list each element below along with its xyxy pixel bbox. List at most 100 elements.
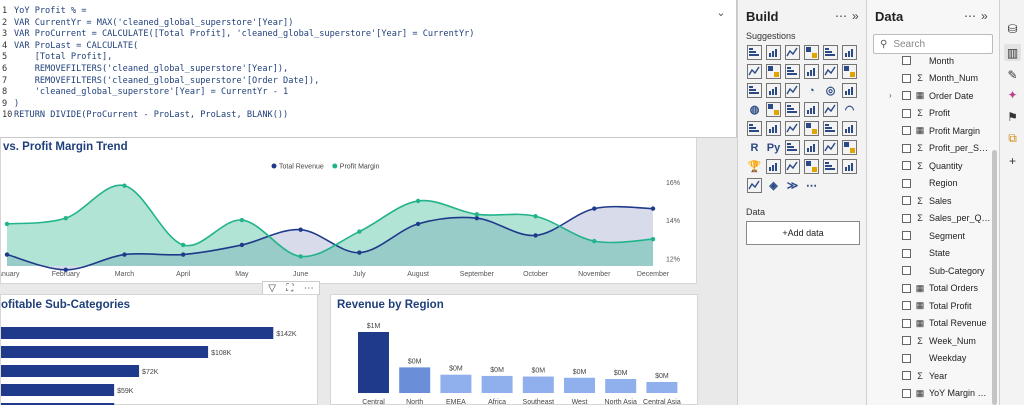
dax-line[interactable]: 4 VAR ProLast = CALCULATE(	[2, 41, 474, 53]
key-influencers-icon[interactable]	[784, 139, 801, 156]
line-column-icon[interactable]	[822, 63, 839, 80]
dax-line[interactable]: 2 VAR CurrentYr = MAX('cleaned_global_sup…	[2, 18, 474, 30]
field-checkbox[interactable]	[902, 126, 911, 136]
trophy-icon[interactable]: 🏆	[747, 161, 762, 173]
donut-icon[interactable]: ◎	[825, 85, 836, 97]
r-visual-icon[interactable]: R	[750, 141, 759, 154]
format-visual-icon[interactable]: ▥	[1004, 44, 1021, 61]
field-item[interactable]: Σ Sales_per_Qua...	[867, 210, 992, 228]
more-options-icon[interactable]: ⋯	[303, 282, 314, 294]
clustered-column-icon[interactable]	[803, 44, 820, 61]
field-checkbox[interactable]	[902, 73, 911, 83]
search-input[interactable]: ⚲ Search	[873, 34, 993, 54]
treemap-icon[interactable]	[841, 82, 858, 99]
field-checkbox[interactable]	[902, 143, 911, 153]
filled-map-icon[interactable]	[765, 101, 782, 118]
field-checkbox[interactable]	[902, 91, 911, 101]
field-item[interactable]: Segment	[867, 227, 992, 245]
power-apps-icon[interactable]	[803, 158, 820, 175]
ribbon-icon[interactable]	[803, 63, 820, 80]
field-checkbox[interactable]	[902, 56, 911, 66]
field-checkbox[interactable]	[902, 371, 911, 381]
field-item[interactable]: › ▦ Order Date	[867, 87, 992, 105]
dax-line[interactable]: 9)	[2, 99, 474, 111]
power-automate-icon[interactable]	[822, 158, 839, 175]
dax-line[interactable]: 10 RETURN DIVIDE(ProCurrent - ProLast, Pr…	[2, 110, 474, 122]
field-item[interactable]: Σ Quantity	[867, 157, 992, 175]
field-checkbox[interactable]	[902, 248, 911, 258]
format-brush-icon[interactable]: ✎	[1007, 67, 1018, 82]
field-item[interactable]: ▦ Total Orders	[867, 280, 992, 298]
field-checkbox[interactable]	[902, 213, 911, 223]
field-item[interactable]: State	[867, 245, 992, 263]
field-item[interactable]: Σ Profit_per_Sale	[867, 140, 992, 158]
database-icon[interactable]: ⛁	[1007, 21, 1018, 36]
area-icon[interactable]	[765, 63, 782, 80]
multirow-card-icon[interactable]	[765, 120, 782, 137]
stacked-bar-icon[interactable]	[746, 44, 763, 61]
field-checkbox[interactable]	[902, 353, 911, 363]
decomposition-tree-icon[interactable]	[803, 139, 820, 156]
dax-code[interactable]: 1 YoY Profit % = 2 VAR CurrentYr = MAX('cle…	[2, 6, 474, 122]
field-item[interactable]: Σ Month_Num	[867, 70, 992, 88]
add-data-button[interactable]: +Add data	[746, 221, 860, 245]
matrix-icon[interactable]	[841, 120, 858, 137]
more-options-icon[interactable]: ⋯	[835, 9, 847, 23]
field-checkbox[interactable]	[902, 388, 911, 398]
field-item[interactable]: Σ Week_Num	[867, 332, 992, 350]
field-checkbox[interactable]	[902, 196, 911, 206]
profitable-subcategories-chart[interactable]: ofitable Sub-Categories $142K $108K $72K $5…	[0, 294, 318, 405]
map-icon[interactable]: ◍	[749, 104, 760, 116]
line-icon[interactable]	[746, 63, 763, 80]
dax-line[interactable]: 8 'cleaned_global_superstore'[Year] = Cu…	[2, 87, 474, 99]
100-bar-icon[interactable]	[822, 44, 839, 61]
dax-line[interactable]: 7 REMOVEFILTERS('cleaned_global_supersto…	[2, 76, 474, 88]
field-checkbox[interactable]	[902, 318, 911, 328]
funnel-icon[interactable]	[765, 82, 782, 99]
field-item[interactable]: Σ Year	[867, 367, 992, 385]
dax-line[interactable]: 5 [Total Profit],	[2, 52, 474, 64]
dax-line[interactable]: 1 YoY Profit % =	[2, 6, 474, 18]
field-checkbox[interactable]	[902, 336, 911, 346]
waterfall-icon[interactable]	[746, 82, 763, 99]
narrative-icon[interactable]	[841, 139, 858, 156]
expand-pane-icon[interactable]: »	[981, 9, 988, 23]
table-icon[interactable]	[822, 120, 839, 137]
bookmark-icon[interactable]: ⚑	[1007, 109, 1018, 124]
revenue-by-region-chart[interactable]: Revenue by Region $1M Central $0M North $0M E…	[330, 294, 698, 405]
more-visuals-icon[interactable]: ⋯	[806, 180, 817, 192]
azure-map-icon[interactable]	[803, 101, 820, 118]
expand-pane-icon[interactable]: »	[852, 9, 859, 23]
button-slicer-icon[interactable]	[841, 158, 858, 175]
gauge-icon[interactable]: ◠	[844, 104, 855, 116]
paginated-icon[interactable]	[765, 158, 782, 175]
card-icon[interactable]	[746, 120, 763, 137]
dax-line[interactable]: 6 REMOVEFILTERS('cleaned_global_supersto…	[2, 64, 474, 76]
field-item[interactable]: Σ Sales	[867, 192, 992, 210]
field-item[interactable]: Sub-Category	[867, 262, 992, 280]
field-item[interactable]: ▦ Total Revenue	[867, 315, 992, 333]
field-item[interactable]: ▦ Total Profit	[867, 297, 992, 315]
field-item[interactable]: ▦ YoY Margin C...	[867, 385, 992, 403]
field-item[interactable]: Region	[867, 175, 992, 193]
kpi-icon[interactable]	[784, 120, 801, 137]
chevron-icon[interactable]: ≫	[786, 180, 799, 192]
diamond-icon[interactable]: ◈	[769, 180, 778, 192]
selection-icon[interactable]: ⧉	[1008, 131, 1017, 145]
field-item[interactable]: Σ Profit	[867, 105, 992, 123]
field-checkbox[interactable]	[902, 301, 911, 311]
arcgis-icon[interactable]	[822, 101, 839, 118]
100-column-icon[interactable]	[841, 44, 858, 61]
slicer-icon[interactable]	[803, 120, 820, 137]
dax-line[interactable]: 3 VAR ProCurrent = CALCULATE([Total Profi…	[2, 29, 474, 41]
line-stacked-column-icon[interactable]	[841, 63, 858, 80]
field-item[interactable]: Month	[867, 52, 992, 70]
field-checkbox[interactable]	[902, 161, 911, 171]
filter-icon[interactable]: ▽	[268, 282, 276, 294]
focus-mode-icon[interactable]: ⛶	[286, 282, 294, 294]
copilot-icon[interactable]: ✦	[1007, 87, 1018, 102]
field-checkbox[interactable]	[902, 231, 911, 241]
metrics-icon[interactable]	[784, 158, 801, 175]
field-checkbox[interactable]	[902, 108, 911, 118]
pie-icon[interactable]: ◔	[808, 84, 815, 97]
